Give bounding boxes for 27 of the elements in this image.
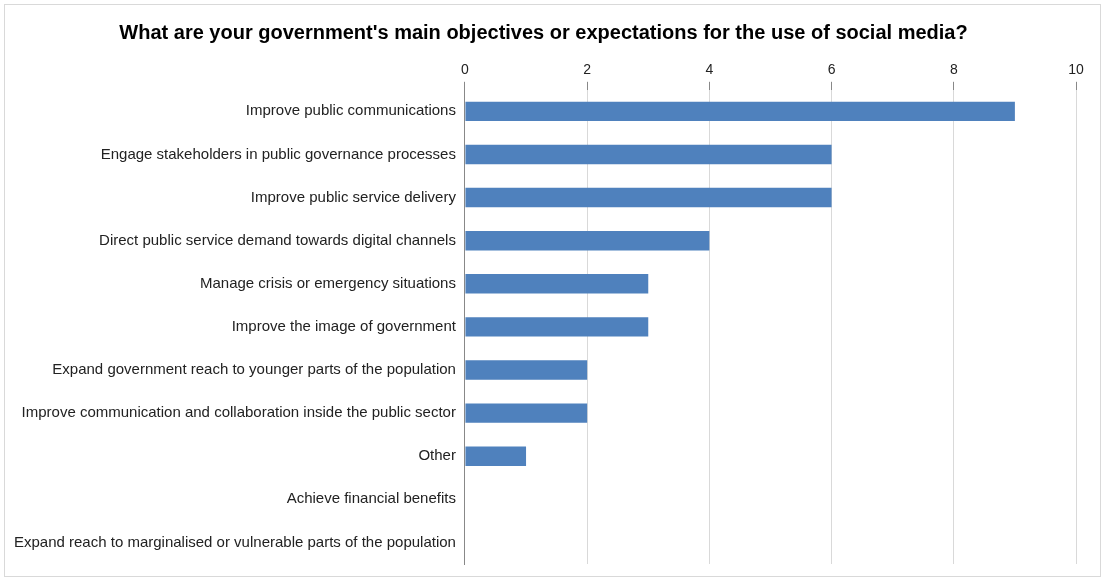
bar — [465, 101, 1015, 122]
bar — [465, 274, 649, 294]
y-tick-label: Achieve financial benefits — [286, 489, 456, 507]
x-tick-label: 4 — [705, 61, 714, 78]
bar — [465, 230, 710, 251]
y-tick-label: Manage crisis or emergency situations — [199, 273, 456, 291]
bar — [465, 187, 832, 208]
y-tick-label: Engage stakeholders in public governance processes — [100, 144, 456, 162]
x-tick-label: 0 — [461, 61, 470, 78]
y-tick-label: Improve public service delivery — [250, 187, 457, 205]
bar — [465, 446, 527, 466]
bar — [465, 403, 588, 423]
chart-title: What are your government's main objectives or expectations for the use of social media? — [119, 20, 968, 43]
bar — [465, 144, 832, 165]
y-tick-label: Expand government reach to younger parts of the population — [52, 360, 456, 378]
y-tick-label: Improve the image of government — [231, 317, 457, 335]
y-tick-label: Improve public communications — [245, 101, 456, 119]
y-tick-label: Improve communication and collaboration inside the public sector — [21, 403, 456, 421]
y-tick-label: Other — [418, 446, 456, 464]
y-tick-label: Expand reach to marginalised or vulnerable parts of the population — [13, 532, 456, 550]
x-tick-label: 2 — [583, 61, 592, 78]
bar — [465, 360, 588, 380]
y-tick-label: Direct public service demand towards digital channels — [99, 230, 456, 248]
x-tick-label: 8 — [949, 61, 958, 78]
x-tick-label: 6 — [827, 61, 836, 78]
bar — [465, 317, 649, 337]
x-tick-label: 10 — [1068, 61, 1084, 78]
